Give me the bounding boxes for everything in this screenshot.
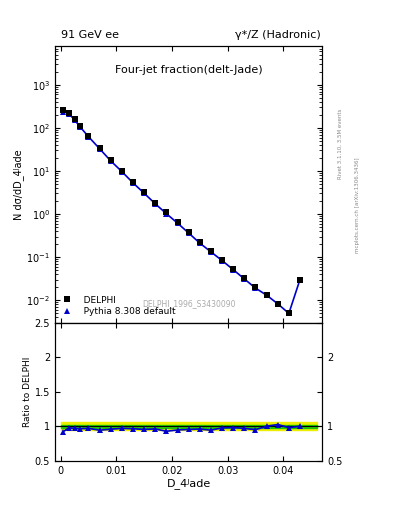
   DELPHI bbox=[264, 292, 269, 298]
   DELPHI bbox=[275, 301, 280, 307]
Text: Four-jet fraction(delt-Jade): Four-jet fraction(delt-Jade) bbox=[115, 66, 263, 75]
Text: DELPHI_1996_S3430090: DELPHI_1996_S3430090 bbox=[142, 298, 235, 308]
   DELPHI bbox=[298, 276, 302, 283]
   DELPHI bbox=[78, 123, 83, 129]
   Pythia 8.308 default bbox=[142, 190, 147, 196]
X-axis label: D_4ᴶade: D_4ᴶade bbox=[167, 478, 211, 489]
   Pythia 8.308 default bbox=[286, 310, 291, 316]
   DELPHI bbox=[253, 284, 258, 290]
   Pythia 8.308 default bbox=[119, 168, 124, 175]
   Pythia 8.308 default bbox=[231, 267, 235, 273]
   DELPHI bbox=[97, 144, 102, 151]
   DELPHI bbox=[142, 189, 147, 196]
Text: 91 GeV ee: 91 GeV ee bbox=[61, 30, 119, 40]
   DELPHI bbox=[72, 116, 77, 122]
   DELPHI bbox=[175, 219, 180, 225]
Text: Rivet 3.1.10, 3.5M events: Rivet 3.1.10, 3.5M events bbox=[338, 108, 342, 179]
   Pythia 8.308 default bbox=[209, 249, 213, 255]
   DELPHI bbox=[86, 133, 91, 139]
   DELPHI bbox=[119, 168, 124, 174]
   Pythia 8.308 default bbox=[130, 180, 135, 186]
   Pythia 8.308 default bbox=[108, 158, 113, 164]
   Pythia 8.308 default bbox=[175, 220, 180, 226]
   Pythia 8.308 default bbox=[97, 145, 102, 152]
   Pythia 8.308 default bbox=[264, 292, 269, 298]
   Pythia 8.308 default bbox=[164, 210, 169, 217]
Y-axis label: N dσ/dD_4ᴶade: N dσ/dD_4ᴶade bbox=[13, 149, 24, 220]
Text: mcplots.cern.ch [arXiv:1306.3436]: mcplots.cern.ch [arXiv:1306.3436] bbox=[355, 157, 360, 252]
   DELPHI bbox=[242, 275, 247, 282]
   Pythia 8.308 default bbox=[220, 258, 224, 264]
   Pythia 8.308 default bbox=[86, 134, 91, 140]
   Pythia 8.308 default bbox=[72, 117, 77, 123]
   DELPHI bbox=[231, 266, 235, 272]
   Pythia 8.308 default bbox=[242, 276, 247, 282]
   DELPHI bbox=[286, 310, 291, 316]
   DELPHI bbox=[209, 248, 213, 254]
Legend:    DELPHI,    Pythia 8.308 default: DELPHI, Pythia 8.308 default bbox=[59, 294, 177, 318]
   Pythia 8.308 default bbox=[253, 285, 258, 291]
   Pythia 8.308 default bbox=[66, 111, 71, 117]
   Pythia 8.308 default bbox=[186, 230, 191, 236]
   DELPHI bbox=[108, 157, 113, 163]
   DELPHI bbox=[153, 200, 158, 206]
   DELPHI bbox=[164, 209, 169, 216]
Line:    Pythia 8.308 default: Pythia 8.308 default bbox=[61, 109, 303, 316]
   DELPHI bbox=[130, 179, 135, 185]
Text: γ*/Z (Hadronic): γ*/Z (Hadronic) bbox=[235, 30, 320, 40]
   Pythia 8.308 default bbox=[197, 240, 202, 246]
   Pythia 8.308 default bbox=[298, 276, 302, 283]
   DELPHI bbox=[186, 229, 191, 235]
   DELPHI bbox=[220, 257, 224, 263]
Line:    DELPHI: DELPHI bbox=[60, 106, 303, 316]
   Pythia 8.308 default bbox=[78, 124, 83, 130]
   Pythia 8.308 default bbox=[153, 201, 158, 207]
   DELPHI bbox=[66, 110, 71, 116]
   DELPHI bbox=[61, 107, 66, 113]
Y-axis label: Ratio to DELPHI: Ratio to DELPHI bbox=[23, 356, 32, 427]
   DELPHI bbox=[197, 239, 202, 245]
   Pythia 8.308 default bbox=[61, 109, 66, 115]
   Pythia 8.308 default bbox=[275, 301, 280, 307]
